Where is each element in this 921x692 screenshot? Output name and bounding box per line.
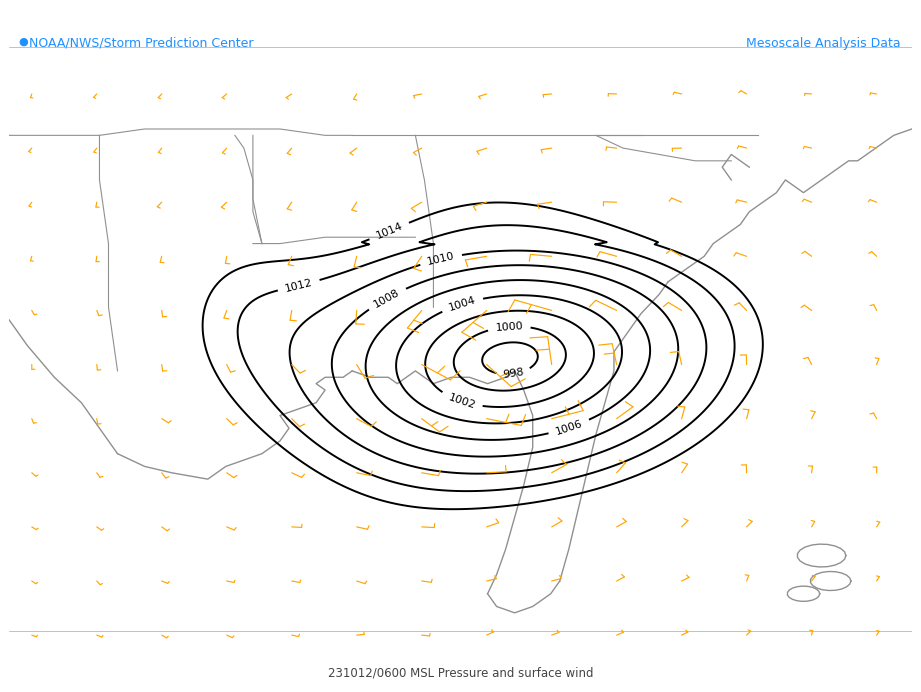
Text: NOAA/NWS/Storm Prediction Center: NOAA/NWS/Storm Prediction Center <box>29 37 253 50</box>
Text: 1010: 1010 <box>426 251 456 267</box>
Text: 1002: 1002 <box>447 392 476 410</box>
Text: 1008: 1008 <box>372 287 402 309</box>
Text: 998: 998 <box>502 367 525 381</box>
Text: 1006: 1006 <box>554 418 584 437</box>
Text: 1000: 1000 <box>495 320 523 333</box>
Text: 1004: 1004 <box>448 295 477 313</box>
Text: 1012: 1012 <box>284 277 314 293</box>
Text: 231012/0600 MSL Pressure and surface wind: 231012/0600 MSL Pressure and surface win… <box>328 666 593 680</box>
Text: 1014: 1014 <box>374 221 404 241</box>
Text: ●: ● <box>18 37 28 46</box>
Text: Mesoscale Analysis Data: Mesoscale Analysis Data <box>746 37 901 50</box>
